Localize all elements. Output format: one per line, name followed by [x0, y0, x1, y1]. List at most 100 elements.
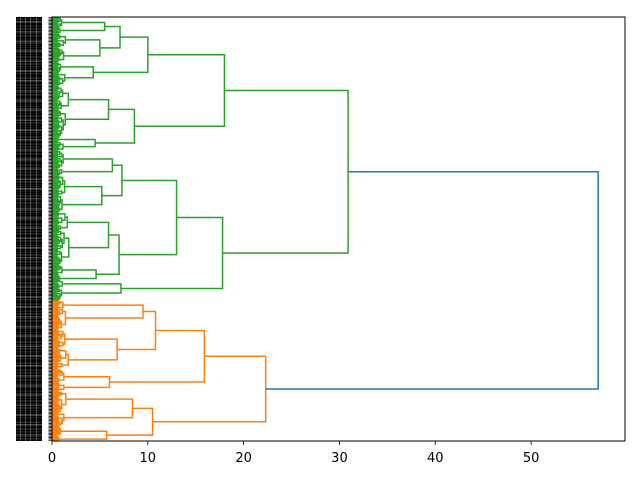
leaf-label — [16, 184, 42, 186]
dendrogram-link — [52, 340, 60, 345]
leaf-label — [16, 394, 42, 397]
x-tick-label-50: 50 — [523, 451, 540, 466]
dendrogram-link — [52, 153, 58, 157]
dendrogram-link — [52, 209, 59, 213]
dendrogram-link — [63, 398, 134, 419]
leaf-label — [16, 252, 42, 255]
dendrogram-link — [96, 234, 120, 275]
leaf-label — [16, 264, 42, 266]
leaf-label — [16, 255, 42, 258]
dendrogram-link — [52, 280, 63, 287]
leaf-label — [16, 306, 42, 308]
dendrogram-link — [60, 66, 94, 79]
leaf-label — [16, 278, 42, 280]
leaf-label — [16, 108, 42, 110]
leaf-label — [16, 275, 42, 277]
leaf-label — [16, 43, 42, 46]
dendrogram-link — [265, 170, 599, 390]
leaf-label — [16, 78, 42, 81]
dendrogram-link — [52, 109, 59, 113]
leaf-label — [16, 302, 42, 304]
leaf-label — [16, 262, 42, 265]
leaf-label — [16, 327, 42, 329]
dendrogram-link — [52, 213, 58, 217]
leaf-label — [16, 165, 42, 168]
leaf-label — [16, 419, 42, 422]
dendrogram-link — [52, 143, 59, 147]
dendrogram-link — [52, 116, 59, 120]
leaf-label — [16, 224, 42, 227]
leaf-label — [16, 67, 42, 69]
dendrogram-link — [117, 310, 157, 351]
leaf-label — [16, 199, 42, 201]
dendrogram-link — [67, 221, 110, 249]
dendrogram-link — [52, 23, 61, 27]
leaf-label — [16, 175, 42, 178]
leaf-label — [16, 90, 42, 92]
dendrogram-link — [57, 184, 60, 190]
leaf-label — [16, 229, 42, 231]
dendrogram-link — [52, 22, 59, 26]
leaf-label — [16, 133, 42, 135]
dendrogram-link — [52, 75, 60, 79]
dendrogram-link — [59, 269, 97, 280]
leaf-label — [16, 248, 42, 251]
leaf-label — [16, 296, 42, 298]
dendrogram-link — [52, 297, 59, 301]
leaf-label — [16, 268, 42, 270]
leaf-label — [16, 178, 42, 180]
dendrogram-link — [52, 147, 60, 151]
leaf-label — [16, 203, 42, 206]
dendrogram-link — [59, 350, 67, 359]
leaf-label — [16, 144, 42, 147]
dendrogram-link — [52, 287, 59, 291]
leaf-label — [16, 352, 42, 354]
dendrogram-link — [52, 421, 62, 426]
leaf-label — [16, 219, 42, 221]
dendrogram-link — [56, 100, 61, 106]
dendrogram-link — [52, 54, 59, 58]
leaf-label — [16, 18, 42, 20]
leaf-label — [16, 360, 42, 363]
dendrogram-link — [52, 355, 58, 359]
leaf-label — [16, 193, 42, 196]
leaf-label — [16, 240, 42, 242]
dendrogram-link — [52, 344, 60, 348]
leaf-label — [16, 61, 42, 64]
dendrogram-link — [58, 87, 62, 94]
leaf-label — [16, 200, 42, 203]
leaf-label — [16, 287, 42, 290]
leaf-label — [16, 259, 42, 262]
dendrogram-link — [63, 39, 101, 57]
dendrogram-link — [58, 430, 108, 440]
dendrogram-link — [52, 157, 58, 161]
dendrogram-link — [52, 48, 61, 53]
dendrogram-link — [57, 413, 65, 422]
leaf-label — [16, 129, 42, 131]
dendrogram-link — [58, 200, 60, 206]
dendrogram-link — [52, 303, 58, 307]
leaf-label — [16, 332, 42, 335]
leaf-label — [16, 170, 42, 172]
leaf-label — [16, 59, 42, 61]
leaf-label — [16, 25, 42, 27]
leaf-label — [16, 119, 42, 121]
dendrogram-link — [52, 186, 59, 190]
leaf-label — [16, 286, 42, 288]
leaf-label — [16, 254, 42, 256]
dendrogram-link — [57, 73, 66, 82]
dendrogram-link — [106, 407, 154, 436]
leaf-label — [16, 71, 42, 74]
leaf-label — [16, 241, 42, 244]
leaf-label-column — [16, 17, 52, 441]
leaf-label — [16, 82, 42, 85]
leaf-label — [16, 247, 42, 249]
leaf-label — [16, 38, 42, 40]
dendrogram-link — [57, 217, 63, 224]
dendrogram-link — [52, 252, 58, 256]
dendrogram-link — [52, 271, 59, 274]
dendrogram-link — [52, 407, 59, 411]
leaf-label — [16, 396, 42, 398]
leaf-label — [16, 134, 42, 137]
dendrogram-link — [52, 33, 60, 37]
